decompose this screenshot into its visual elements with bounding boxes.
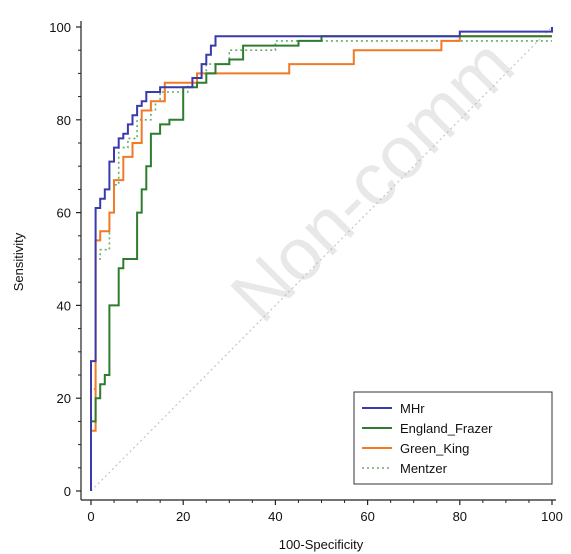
x-tick-label: 80: [453, 509, 467, 524]
legend-label-mhr: MHr: [400, 401, 425, 416]
reference-diagonal-line: [90, 26, 553, 492]
y-tick-label: 0: [64, 484, 71, 499]
legend-label-mentzer: Mentzer: [400, 461, 448, 476]
y-axis: 0 20 40 60 80 100: [49, 20, 82, 500]
x-tick-label: 0: [87, 509, 94, 524]
y-tick-label: 100: [49, 20, 71, 35]
legend-label-green-king: Green_King: [400, 441, 469, 456]
series-line-england-frazer: [90, 35, 552, 491]
x-axis-title: 100-Specificity: [279, 537, 364, 552]
x-tick-label: 100: [541, 509, 563, 524]
series-line-mentzer: [90, 40, 552, 491]
x-axis: 0 20 40 60 80 100: [81, 499, 563, 524]
y-tick-label: 20: [57, 391, 71, 406]
y-tick-label: 60: [57, 206, 71, 221]
series-line-green-king: [90, 35, 552, 491]
y-axis-title: Sensitivity: [11, 232, 26, 291]
legend: MHr England_Frazer Green_King Mentzer: [353, 391, 553, 485]
y-tick-label: 40: [57, 298, 71, 313]
plot-area: [90, 26, 553, 492]
y-tick-label: 80: [57, 113, 71, 128]
x-tick-label: 60: [360, 509, 374, 524]
legend-box: [353, 391, 553, 485]
watermark-text: Non-comm: [215, 23, 530, 338]
legend-label-england-frazer: England_Frazer: [400, 421, 493, 436]
x-tick-label: 20: [176, 509, 190, 524]
series-line-mhr: [90, 27, 553, 491]
x-tick-label: 40: [268, 509, 282, 524]
